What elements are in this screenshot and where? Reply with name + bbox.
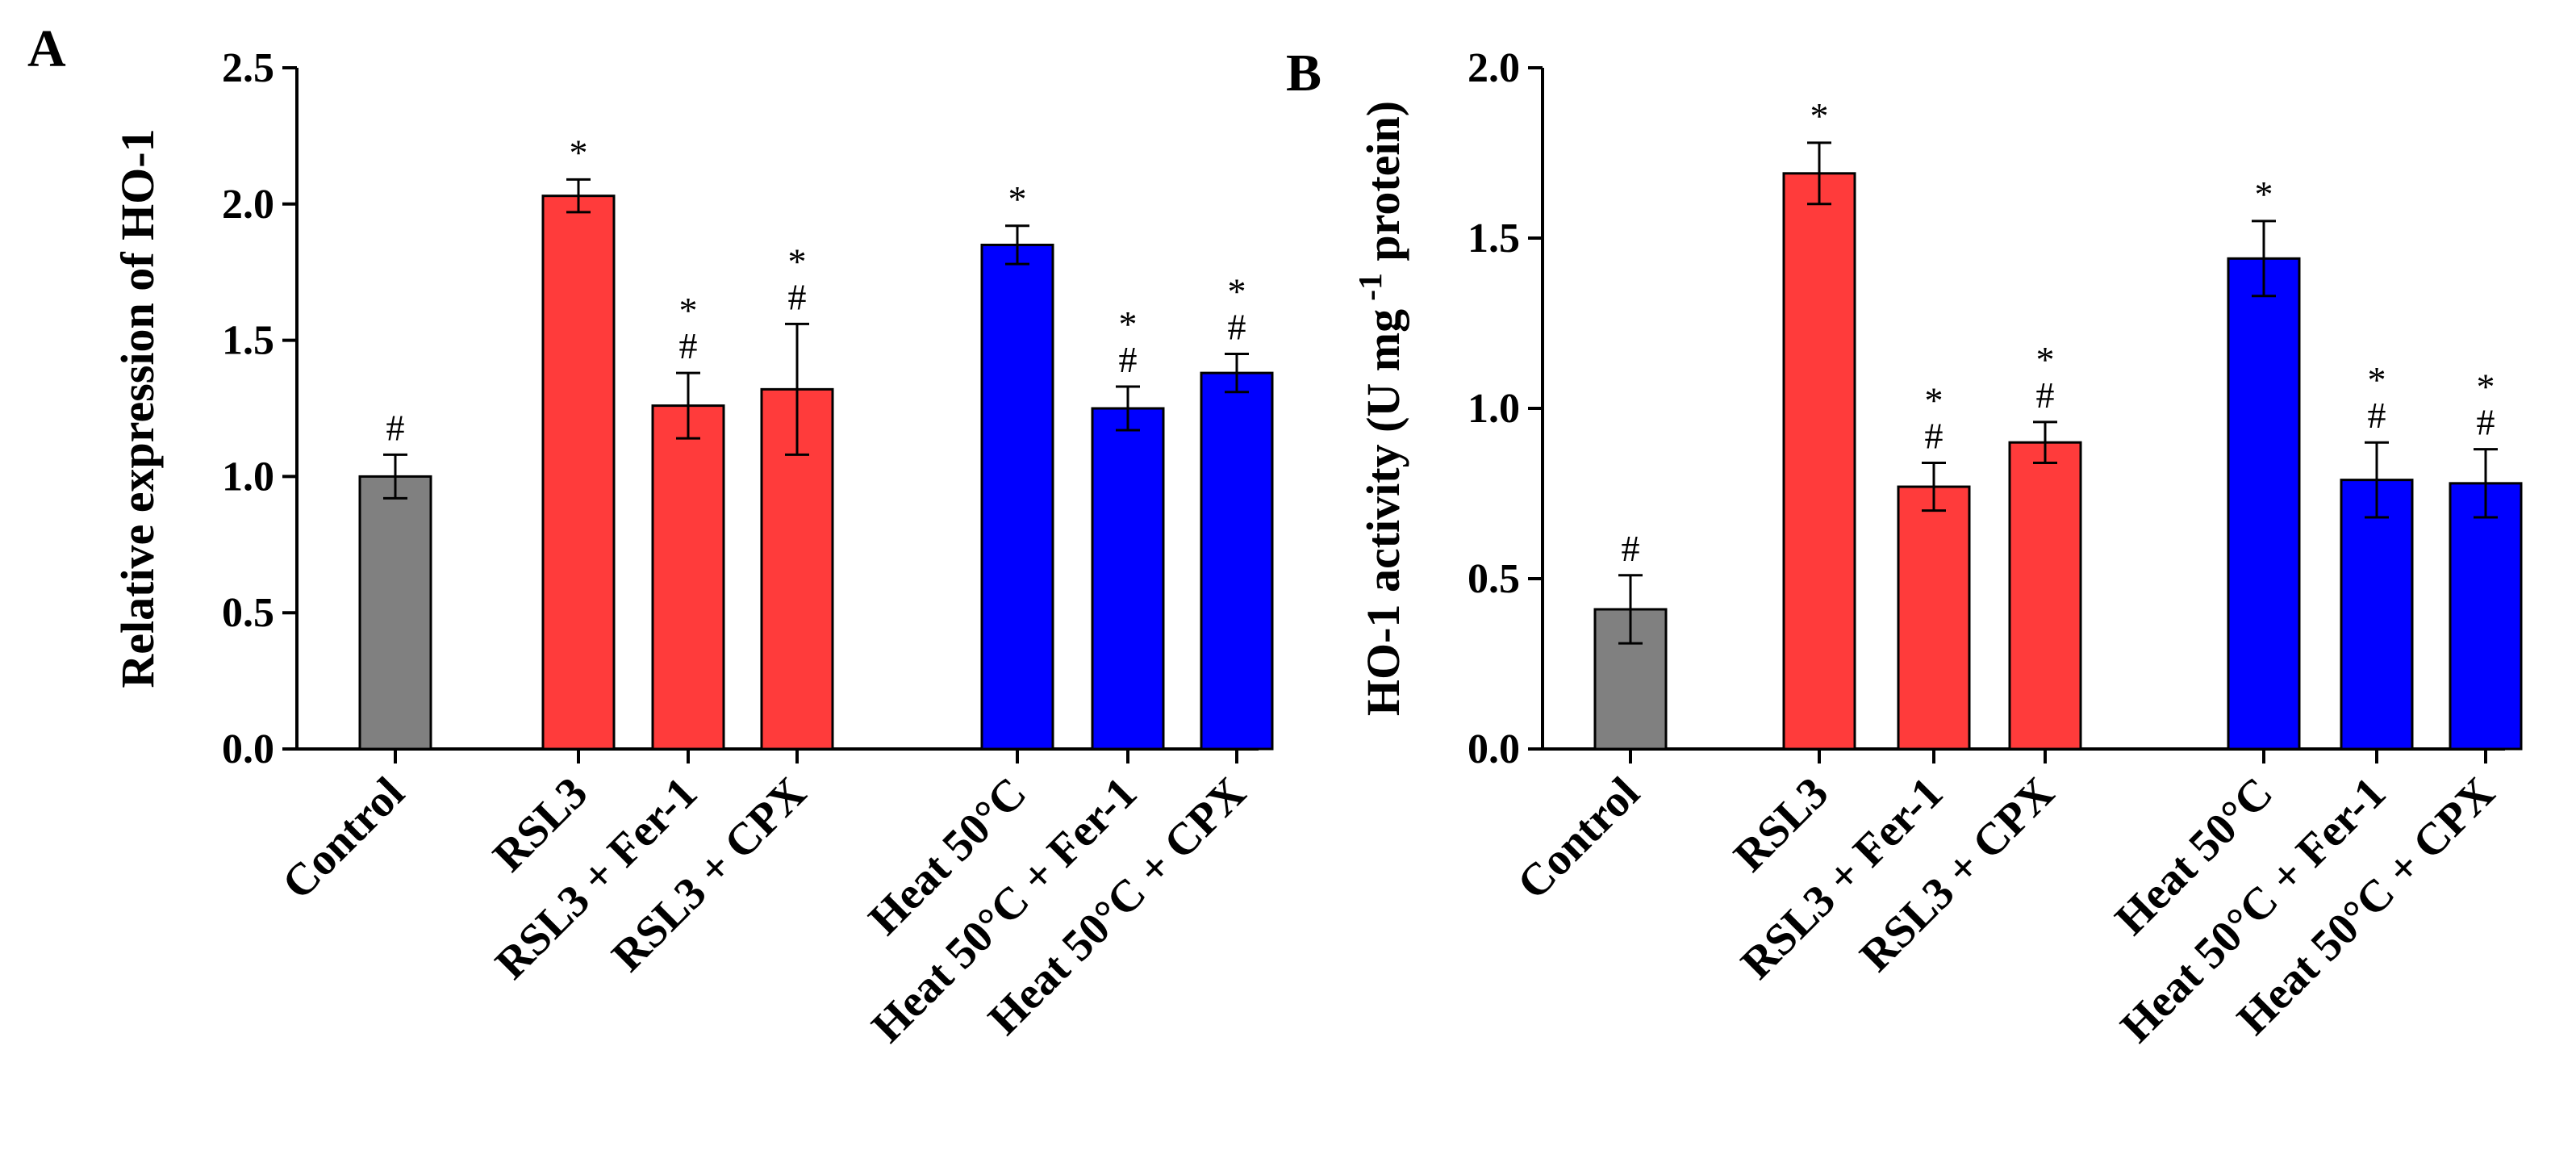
- panel-a: A 0.0 0.5 1.0 1.5 2.0 2.5 Relative expression o…: [27, 19, 1274, 1052]
- y-axis-title: HO-1 activity (U mg -1 protein): [1352, 101, 1409, 716]
- significance-star: *: [1119, 303, 1138, 345]
- panel-label: B: [1286, 44, 1321, 102]
- significance-hash: #: [1119, 339, 1138, 380]
- y-axis-title-superscript: -1: [1352, 273, 1389, 301]
- significance-hash: #: [2368, 395, 2386, 436]
- significance-star: *: [570, 132, 588, 173]
- bar: [980, 243, 1054, 751]
- bar: [1897, 485, 1971, 751]
- significance-star: *: [2368, 359, 2386, 400]
- y-tick-label: 2.0: [1468, 45, 1520, 91]
- x-tick-label: Control: [1508, 768, 1649, 909]
- panel-label: A: [27, 19, 66, 78]
- significance-hash: #: [679, 325, 698, 366]
- significance-star: *: [788, 241, 807, 282]
- x-tick-label: RSL3 + CPX: [1851, 768, 2064, 981]
- significance-star: *: [1228, 270, 1246, 312]
- significance-hash: #: [386, 407, 405, 448]
- bar: [1782, 172, 1856, 751]
- significance-hash: #: [1925, 416, 1943, 457]
- y-tick-label: 0.0: [1468, 726, 1520, 772]
- significance-hash: #: [2036, 374, 2055, 416]
- significance-hash: #: [1622, 528, 1640, 569]
- significance-star: *: [2477, 366, 2495, 408]
- bar: [1200, 371, 1274, 751]
- y-tick-label: 2.0: [222, 182, 274, 228]
- y-axis-title-tail: protein): [1357, 101, 1409, 273]
- panel-b: B 0.0 0.5 1.0 1.5 2.0 HO-1 activity (U mg -1 pr…: [1286, 44, 2523, 1052]
- y-axis-title-text: Relative expression of HO-1: [111, 128, 164, 688]
- y-tick-label: 1.5: [222, 318, 274, 364]
- bar: [358, 475, 432, 751]
- bar: [2449, 482, 2523, 751]
- y-tick-label: 0.0: [222, 726, 274, 772]
- significance-hash: #: [2477, 402, 2495, 443]
- bar: [2227, 257, 2301, 751]
- significance-star: *: [2036, 339, 2055, 380]
- significance-hash: #: [788, 276, 807, 317]
- significance-star: *: [679, 290, 698, 331]
- y-axis-title: Relative expression of HO-1: [111, 128, 164, 688]
- y-tick-label: 0.5: [222, 590, 274, 636]
- x-tick-label: Control: [273, 768, 414, 909]
- bar: [2008, 441, 2082, 751]
- significance-star: *: [2255, 174, 2273, 215]
- significance-hash: #: [1228, 306, 1246, 347]
- y-tick-label: 1.0: [1468, 386, 1520, 432]
- bar: [2340, 479, 2414, 751]
- y-tick-label: 0.5: [1468, 556, 1520, 602]
- significance-star: *: [1925, 380, 1943, 421]
- significance-star: *: [1008, 178, 1027, 220]
- y-tick-label: 1.0: [222, 454, 274, 500]
- y-axis-title-text: HO-1 activity (U mg: [1357, 309, 1409, 716]
- y-tick-label: 2.5: [222, 45, 274, 91]
- y-tick-label: 1.5: [1468, 215, 1520, 261]
- bar: [541, 195, 616, 751]
- bar: [1091, 407, 1165, 751]
- significance-star: *: [1810, 95, 1829, 136]
- bar: [651, 404, 725, 751]
